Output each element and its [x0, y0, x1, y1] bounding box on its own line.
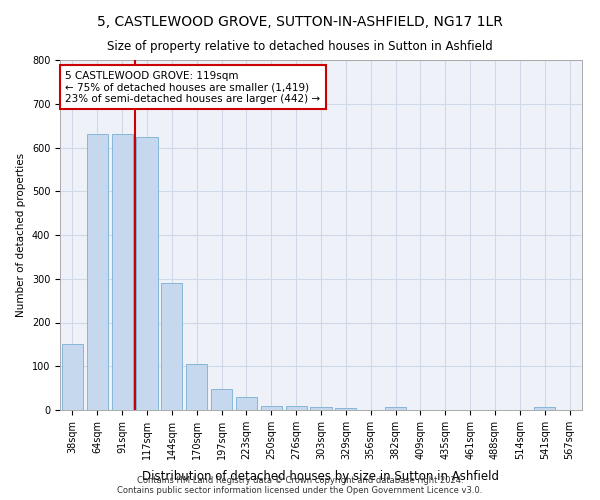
Bar — [534, 407, 555, 410]
Bar — [310, 406, 332, 410]
Bar — [261, 406, 282, 410]
Text: Size of property relative to detached houses in Sutton in Ashfield: Size of property relative to detached ho… — [107, 40, 493, 53]
Text: Contains HM Land Registry data © Crown copyright and database right 2024.
Contai: Contains HM Land Registry data © Crown c… — [118, 476, 482, 495]
Bar — [62, 344, 83, 410]
X-axis label: Distribution of detached houses by size in Sutton in Ashfield: Distribution of detached houses by size … — [143, 470, 499, 483]
Bar — [211, 390, 232, 410]
Bar — [385, 406, 406, 410]
Bar — [286, 406, 307, 410]
Bar — [112, 134, 133, 410]
Text: 5 CASTLEWOOD GROVE: 119sqm
← 75% of detached houses are smaller (1,419)
23% of s: 5 CASTLEWOOD GROVE: 119sqm ← 75% of deta… — [65, 70, 320, 104]
Bar — [161, 283, 182, 410]
Bar — [87, 134, 108, 410]
Y-axis label: Number of detached properties: Number of detached properties — [16, 153, 26, 317]
Bar — [236, 397, 257, 410]
Bar — [136, 136, 158, 410]
Bar — [335, 408, 356, 410]
Bar — [186, 364, 207, 410]
Text: 5, CASTLEWOOD GROVE, SUTTON-IN-ASHFIELD, NG17 1LR: 5, CASTLEWOOD GROVE, SUTTON-IN-ASHFIELD,… — [97, 15, 503, 29]
